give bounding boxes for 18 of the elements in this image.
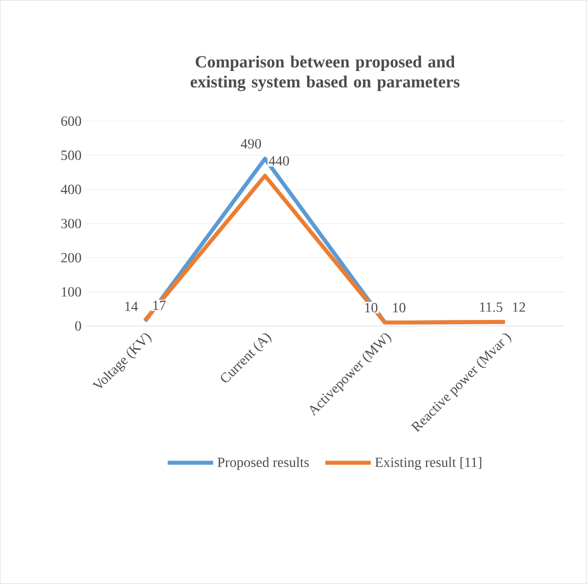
y-tick-label: 100 xyxy=(62,287,82,297)
data-label: 12 xyxy=(513,302,526,312)
chart-title: Comparison between proposed and existing system based on parameters xyxy=(190,56,460,92)
data-label: 490 xyxy=(240,139,261,148)
legend-label: Existing result [11] xyxy=(375,457,482,470)
data-label: 10 xyxy=(393,302,406,312)
data-label: 17 xyxy=(153,300,166,310)
y-tick-label: 600 xyxy=(61,116,82,126)
data-label: 11.5 xyxy=(480,302,502,312)
legend-label: Proposed results xyxy=(218,457,309,470)
data-label: 10 xyxy=(365,302,378,312)
y-tick-label: 300 xyxy=(61,218,82,228)
data-label: 14 xyxy=(125,302,138,312)
data-label: 440 xyxy=(268,156,289,166)
y-tick-label: 400 xyxy=(60,184,82,194)
y-tick-label: 0 xyxy=(75,321,82,331)
y-tick-label: 200 xyxy=(61,252,82,262)
y-tick-label: 500 xyxy=(61,150,82,160)
